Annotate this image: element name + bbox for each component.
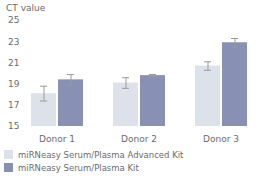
html-text:miRNeasy Serum/Plasma Advanced: miRNeasy Serum/Plasma Advanced Kit bbox=[18, 149, 184, 160]
svg-text:15: 15 bbox=[8, 121, 19, 131]
svg-text:17: 17 bbox=[8, 100, 19, 110]
svg-text:19: 19 bbox=[8, 79, 20, 89]
svg-text:21: 21 bbox=[8, 58, 19, 68]
svg-text:Donor 1: Donor 1 bbox=[39, 134, 75, 144]
svg-text:Donor 2: Donor 2 bbox=[121, 134, 157, 144]
svg-text:23: 23 bbox=[8, 37, 19, 47]
svg-text:Donor 3: Donor 3 bbox=[203, 134, 239, 144]
html-text:CT value: CT value bbox=[6, 3, 46, 13]
svg-text:25: 25 bbox=[8, 15, 19, 25]
html-text:miRNeasy Serum/Plasma Kit: miRNeasy Serum/Plasma Kit bbox=[18, 162, 139, 173]
